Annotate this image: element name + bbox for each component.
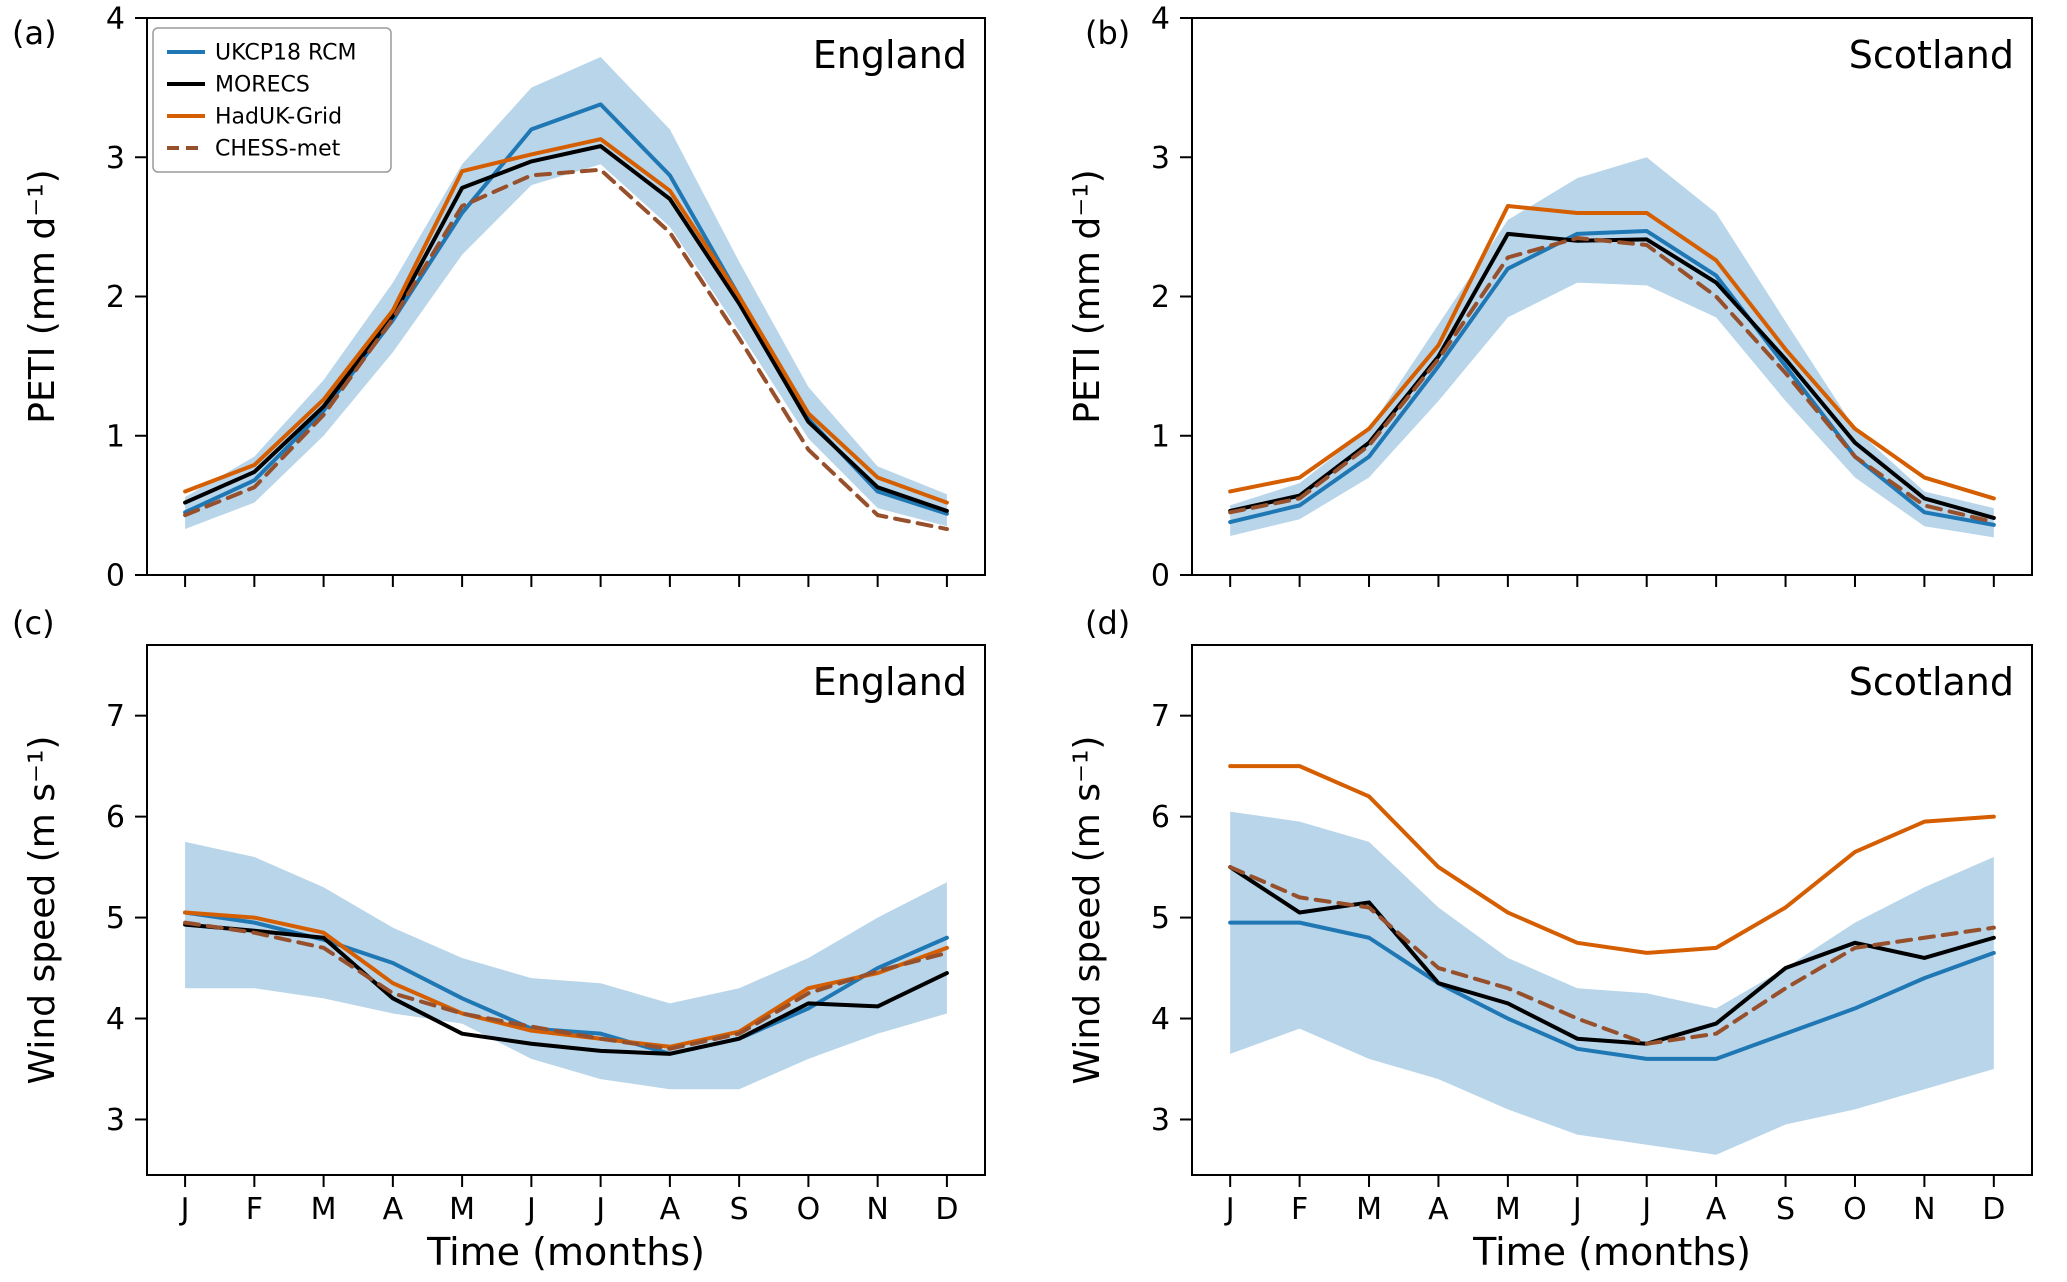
legend-item-morecs: MORECS — [167, 73, 310, 98]
x-tick-label: M — [1495, 1192, 1521, 1227]
x-tick-label: N — [1913, 1192, 1935, 1227]
y-axis-label: PETI (mm d⁻¹) — [1067, 169, 1108, 423]
panel-b-peti-scotland: 0 1 2 3 4 PETI (mm d⁻¹) Scotland (b) — [1034, 0, 2067, 600]
x-tick-label: O — [797, 1192, 821, 1227]
legend: UKCP18 RCM MORECS HadUK-Grid CHESS-met — [152, 27, 392, 173]
axes-box — [1191, 644, 2033, 1176]
y-tick-label: 2 — [106, 280, 125, 315]
chart-svg-a: 0 1 2 3 4 PETI (mm d⁻¹) England (a) UKCP18 RCM MO… — [12, 2, 986, 594]
x-axis-label: Time (months) — [1472, 1230, 1751, 1274]
y-tick-label: 3 — [106, 141, 125, 176]
x-tick-label: J — [594, 1192, 605, 1227]
x-tick-label: O — [1843, 1192, 1867, 1227]
x-tick-label: S — [730, 1192, 749, 1227]
x-tick-label: J — [1571, 1192, 1582, 1227]
legend-label: HadUK-Grid — [215, 105, 342, 130]
panel-letter: (a) — [12, 14, 57, 52]
y-tick-label: 7 — [1151, 699, 1170, 734]
series-morecs — [1228, 231, 1996, 520]
x-tick-label: A — [1428, 1192, 1449, 1227]
x-tick-label: J — [1640, 1192, 1651, 1227]
y-tick-label: 4 — [106, 1002, 125, 1037]
x-tick-label: D — [935, 1192, 958, 1227]
series-chess-met — [1228, 865, 1996, 1046]
series-chess-met — [183, 167, 949, 532]
x-tick-label: A — [383, 1192, 404, 1227]
x-tick-label: J — [1224, 1192, 1235, 1227]
y-tick-label: 2 — [1151, 280, 1170, 315]
y-tick-label: 3 — [106, 1103, 125, 1138]
y-axis-label: PETI (mm d⁻¹) — [22, 169, 63, 423]
region-label: Scotland — [1849, 33, 2014, 77]
y-tick-label: 1 — [1151, 419, 1170, 454]
legend-item-ukcp18-rcm: UKCP18 RCM — [167, 41, 356, 66]
panel-a-peti-england: 0 1 2 3 4 PETI (mm d⁻¹) England (a) UKCP18 RCM MO… — [0, 0, 1034, 600]
uncertainty-band — [185, 841, 947, 1090]
x-tick-label: A — [660, 1192, 681, 1227]
x-tick-label: F — [246, 1192, 263, 1227]
x-tick-label: N — [866, 1192, 888, 1227]
x-tick-label: J — [525, 1192, 536, 1227]
region-label: England — [813, 33, 967, 77]
uncertainty-band — [1230, 811, 1994, 1155]
x-tick-label: D — [1982, 1192, 2005, 1227]
panel-letter: (b) — [1085, 14, 1130, 52]
legend-item-chess-met: CHESS-met — [167, 137, 341, 162]
legend-label: MORECS — [215, 73, 310, 98]
y-tick-label: 3 — [1151, 1103, 1170, 1138]
x-tick-label: J — [179, 1192, 190, 1227]
x-tick-label: M — [449, 1192, 475, 1227]
y-tick-label: 5 — [106, 901, 125, 936]
y-tick-label: 6 — [106, 800, 125, 835]
x-tick-label: F — [1291, 1192, 1308, 1227]
series-ukcp18-rcm — [1228, 229, 1996, 527]
panel-letter: (d) — [1085, 604, 1130, 642]
y-tick-label: 6 — [1151, 800, 1170, 835]
x-axis-label: Time (months) — [426, 1230, 705, 1274]
chart-svg-d: 3 4 5 6 7 J F M A M J J A S O N D Wind speed (m s⁻¹) Time … — [1067, 604, 2033, 1274]
y-tick-label: 7 — [106, 699, 125, 734]
y-tick-label: 0 — [106, 559, 125, 594]
region-label: Scotland — [1849, 660, 2014, 704]
y-tick-label: 4 — [1151, 1002, 1170, 1037]
x-tick-label: A — [1706, 1192, 1727, 1227]
series-chess-met — [183, 920, 949, 1051]
series-haduk-grid — [1228, 764, 1996, 955]
panel-c-windspeed-england: 3 4 5 6 7 J F M A M J J A S O N D Wind speed (m s⁻¹) Time … — [0, 600, 1034, 1282]
y-tick-label: 4 — [1151, 2, 1170, 37]
chart-svg-b: 0 1 2 3 4 PETI (mm d⁻¹) Scotland (b) — [1067, 2, 2033, 594]
legend-label: UKCP18 RCM — [215, 41, 356, 66]
y-tick-label: 5 — [1151, 901, 1170, 936]
series-chess-met — [1228, 236, 1996, 525]
y-tick-label: 3 — [1151, 141, 1170, 176]
series-ukcp18-rcm — [1228, 920, 1996, 1061]
y-axis-label: Wind speed (m s⁻¹) — [1067, 736, 1108, 1085]
x-tick-label: M — [311, 1192, 337, 1227]
series-morecs — [183, 144, 949, 513]
chart-svg-c: 3 4 5 6 7 J F M A M J J A S O N D Wind speed (m s⁻¹) Time … — [12, 604, 986, 1274]
region-label: England — [813, 660, 967, 704]
y-tick-label: 1 — [106, 419, 125, 454]
y-tick-label: 4 — [106, 2, 125, 37]
panel-letter: (c) — [12, 604, 55, 642]
series-haduk-grid — [183, 137, 949, 505]
series-haduk-grid — [1228, 203, 1996, 501]
panel-d-windspeed-scotland: 3 4 5 6 7 J F M A M J J A S O N D Wind speed (m s⁻¹) Time … — [1034, 600, 2067, 1282]
y-tick-label: 0 — [1151, 559, 1170, 594]
series-morecs — [183, 922, 949, 1056]
legend-box — [152, 27, 392, 173]
x-tick-label: S — [1776, 1192, 1795, 1227]
legend-label: CHESS-met — [215, 137, 341, 162]
axes-box — [146, 644, 986, 1176]
y-axis-label: Wind speed (m s⁻¹) — [22, 736, 63, 1085]
legend-item-haduk-grid: HadUK-Grid — [167, 105, 342, 130]
x-tick-label: M — [1356, 1192, 1382, 1227]
